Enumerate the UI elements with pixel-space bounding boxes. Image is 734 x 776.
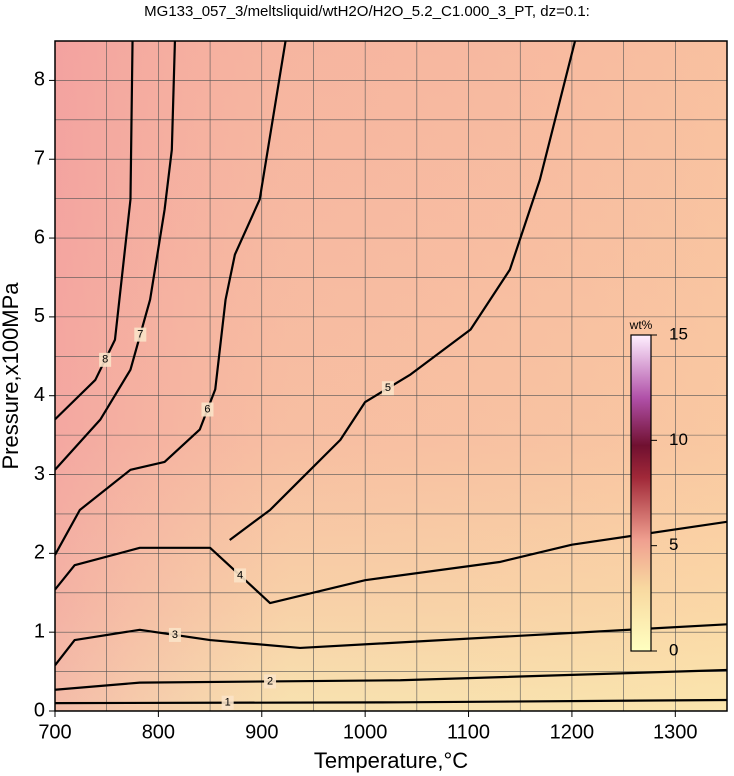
y-axis-label: Pressure,x100MPa xyxy=(0,282,23,470)
y-tick-label: 6 xyxy=(34,226,45,248)
contour-label-box xyxy=(234,568,247,583)
contour-label-box xyxy=(134,327,147,342)
plot-shading xyxy=(55,41,727,711)
contour-label: 1 xyxy=(225,697,231,709)
contour-label-box xyxy=(99,352,112,367)
y-tick-label: 1 xyxy=(34,620,45,642)
y-tick-label: 3 xyxy=(34,463,45,485)
contour-label: 8 xyxy=(102,354,108,366)
x-axis-label: Temperature,°C xyxy=(314,748,468,773)
x-tick-label: 900 xyxy=(245,721,278,743)
y-tick-label: 8 xyxy=(34,69,45,91)
x-tick-label: 800 xyxy=(142,721,175,743)
colorbar-tick-label: 10 xyxy=(669,430,688,449)
y-tick-label: 5 xyxy=(34,305,45,327)
grid xyxy=(55,41,727,711)
x-tick-label: 1200 xyxy=(550,721,595,743)
contour-label: 3 xyxy=(172,629,178,641)
contour-line xyxy=(55,41,134,421)
colorbar: wt% 0 5 10 15 xyxy=(629,318,688,659)
colorbar-tick-label: 15 xyxy=(669,324,688,343)
x-tick-label: 1100 xyxy=(447,721,490,743)
x-tick-label: 1300 xyxy=(653,721,698,743)
contour-label-box xyxy=(221,695,234,710)
y-tick-label: 0 xyxy=(34,699,45,721)
y-tick-label: 2 xyxy=(34,542,45,564)
colorbar-fill xyxy=(630,334,652,652)
contour-line xyxy=(55,698,727,705)
chart-title: MG133_057_3/meltsliquid/wtH2O/H2O_5.2_C1… xyxy=(144,3,590,20)
contour-label: 5 xyxy=(385,382,391,394)
contour-label-box xyxy=(168,627,181,642)
colorbar-label: wt% xyxy=(629,318,653,332)
plot-frame xyxy=(54,40,728,712)
contour-line xyxy=(55,623,727,666)
contour-label-box xyxy=(381,381,394,396)
contour-label: 6 xyxy=(204,403,210,415)
contour-labels: 1 2 3 4 5 6 7 8 xyxy=(99,327,394,710)
contour-label: 7 xyxy=(137,329,143,341)
x-tick-label: 1000 xyxy=(343,721,388,743)
colorbar-tick-label: 5 xyxy=(669,535,678,554)
contour-line xyxy=(55,41,177,471)
contour-label: 4 xyxy=(237,569,243,581)
y-tick-label: 7 xyxy=(34,148,45,170)
contour-label: 2 xyxy=(267,675,273,687)
contour-label-box xyxy=(201,402,214,417)
x-tick-label: 700 xyxy=(38,721,71,743)
y-tick-label: 4 xyxy=(34,384,45,406)
contour-line xyxy=(55,520,727,605)
colorbar-tick-label: 0 xyxy=(669,640,678,659)
contour-label-box xyxy=(264,674,277,689)
